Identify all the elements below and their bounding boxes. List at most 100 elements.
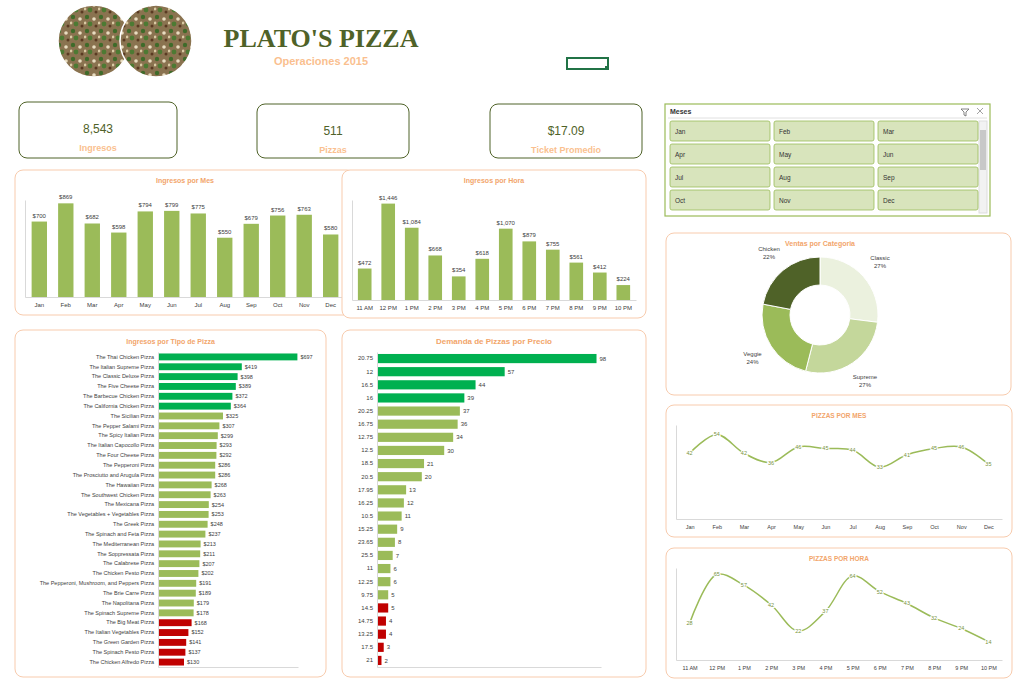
chart-title: Ingresos por Tipo de Pizza bbox=[126, 338, 215, 346]
data-label: $178 bbox=[197, 610, 209, 616]
tick-label: 13.25 bbox=[358, 631, 374, 637]
slicer-button[interactable]: Dec bbox=[878, 190, 978, 210]
slicer-item[interactable]: Jan bbox=[675, 128, 686, 135]
data-label: $224 bbox=[617, 276, 631, 282]
data-label: 45 bbox=[931, 445, 937, 451]
x-axis: JanFebMarAprMayJunJulAugSepOctNovDec bbox=[677, 520, 1003, 530]
data-label: $286 bbox=[218, 472, 230, 478]
slicer-button[interactable]: Aug bbox=[774, 167, 874, 187]
tick: Apr bbox=[767, 524, 776, 530]
bar bbox=[244, 224, 259, 297]
tick: 20.75 bbox=[358, 355, 374, 361]
slicer-item[interactable]: Apr bbox=[675, 151, 686, 159]
slicer-button-bg[interactable] bbox=[774, 190, 874, 210]
tick: The Italian Capocollo Pizza bbox=[87, 442, 155, 448]
bar bbox=[158, 570, 198, 577]
slicer-button[interactable]: Jul bbox=[670, 167, 770, 187]
bar bbox=[158, 413, 223, 420]
plot: 11 AM12 PM1 PM2 PM3 PM4 PM5 PM6 PM7 PM8 … bbox=[677, 569, 1003, 671]
slicer-button-bg[interactable] bbox=[774, 167, 874, 187]
slicer-icon[interactable] bbox=[961, 109, 969, 116]
tick-label: 20.25 bbox=[358, 408, 374, 414]
title: PLATO'S PIZZA bbox=[224, 24, 419, 53]
slicer-item[interactable]: Aug bbox=[779, 174, 791, 182]
slicer-button-bg[interactable] bbox=[670, 144, 770, 164]
slicer-button-bg[interactable] bbox=[670, 167, 770, 187]
slicer-item[interactable]: Jul bbox=[675, 174, 684, 181]
bar bbox=[522, 241, 536, 300]
slicer-item[interactable]: Mar bbox=[883, 128, 895, 135]
slicer-button-bg[interactable] bbox=[878, 121, 978, 141]
canvas: PLATO'S PIZZAOperaciones 20158,543Ingres… bbox=[0, 0, 1022, 689]
slicer-button[interactable]: Jun bbox=[878, 144, 978, 164]
slicer-divider bbox=[668, 118, 987, 119]
slicer-item[interactable]: Oct bbox=[675, 197, 685, 204]
tick-label: 7 PM bbox=[901, 665, 914, 671]
bar bbox=[593, 273, 607, 300]
slicer-button[interactable]: May bbox=[774, 144, 874, 164]
tick: The Green Garden Pizza bbox=[93, 639, 155, 645]
data-label: $202 bbox=[201, 570, 213, 576]
tick-label: 17.5 bbox=[361, 644, 373, 650]
bar bbox=[323, 234, 338, 297]
y-axis-line bbox=[377, 353, 378, 668]
slicer-button[interactable]: Jan bbox=[670, 121, 770, 141]
tick-label: Sep bbox=[246, 302, 257, 308]
slicer-clear[interactable] bbox=[977, 108, 983, 114]
slicer-button[interactable]: Nov bbox=[774, 190, 874, 210]
slicer-item[interactable]: Dec bbox=[883, 197, 895, 204]
data-label: 57 bbox=[508, 369, 515, 375]
bar bbox=[358, 269, 372, 300]
slicer-item[interactable]: Nov bbox=[779, 197, 791, 204]
data-label: 27% bbox=[874, 263, 887, 269]
slicer-button[interactable]: Sep bbox=[878, 167, 978, 187]
tick-label: 3 PM bbox=[452, 305, 466, 311]
data-label: 46 bbox=[795, 444, 801, 450]
tick-label: Aug bbox=[219, 302, 230, 308]
kpi-value: 8,543 bbox=[83, 122, 113, 136]
tick-label: 11 bbox=[367, 565, 374, 571]
data-label: $254 bbox=[212, 502, 224, 508]
tick-label: 9 PM bbox=[955, 665, 968, 671]
slicer-button-bg[interactable] bbox=[774, 144, 874, 164]
tick: 15.25 bbox=[358, 526, 374, 532]
bar bbox=[377, 511, 402, 520]
tick-label: 11 AM bbox=[682, 665, 698, 671]
slicer-button-bg[interactable] bbox=[774, 121, 874, 141]
tick: 10 PM bbox=[615, 305, 632, 311]
tick-label: The Soppressata Pizza bbox=[97, 551, 155, 557]
tick: Sep bbox=[246, 302, 257, 308]
slicer-button-bg[interactable] bbox=[670, 190, 770, 210]
slicer-button-bg[interactable] bbox=[878, 167, 978, 187]
tick-label: 12 PM bbox=[380, 305, 397, 311]
slicer-button-bg[interactable] bbox=[878, 190, 978, 210]
x-axis: 11 AM12 PM1 PM2 PM3 PM4 PM5 PM6 PM7 PM8 … bbox=[353, 301, 637, 312]
tick-label: 3 PM bbox=[792, 665, 805, 671]
tick: The Italian Supreme Pizza bbox=[89, 364, 154, 370]
slicer-button[interactable]: Apr bbox=[670, 144, 770, 164]
y-axis bbox=[25, 201, 26, 298]
tick-label: 10 PM bbox=[981, 665, 997, 671]
tick: The Pepperoni, Mushroom, and Peppers Piz… bbox=[40, 580, 155, 586]
data-label: 45 bbox=[822, 445, 828, 451]
data-label: $292 bbox=[219, 452, 231, 458]
bar bbox=[377, 459, 424, 468]
tick: The Soppressata Pizza bbox=[97, 551, 155, 557]
tick-label: Feb bbox=[713, 524, 722, 530]
data-label: 32 bbox=[931, 615, 937, 621]
slicer-button[interactable]: Oct bbox=[670, 190, 770, 210]
slicer-item[interactable]: Feb bbox=[779, 128, 791, 135]
slicer-button-bg[interactable] bbox=[878, 144, 978, 164]
slicer-button[interactable]: Feb bbox=[774, 121, 874, 141]
data-label: 54 bbox=[714, 431, 720, 437]
data-label: 21 bbox=[427, 461, 434, 467]
x-axis-line bbox=[378, 667, 602, 668]
data-label: $794 bbox=[139, 202, 153, 208]
slicer-button-bg[interactable] bbox=[670, 121, 770, 141]
slicer-button[interactable]: Mar bbox=[878, 121, 978, 141]
slicer-item[interactable]: Jun bbox=[883, 151, 894, 158]
slicer-item[interactable]: Sep bbox=[883, 174, 895, 182]
data-label: 42 bbox=[687, 450, 693, 456]
pizza-image bbox=[120, 5, 192, 77]
slicer-item[interactable]: May bbox=[779, 151, 792, 159]
